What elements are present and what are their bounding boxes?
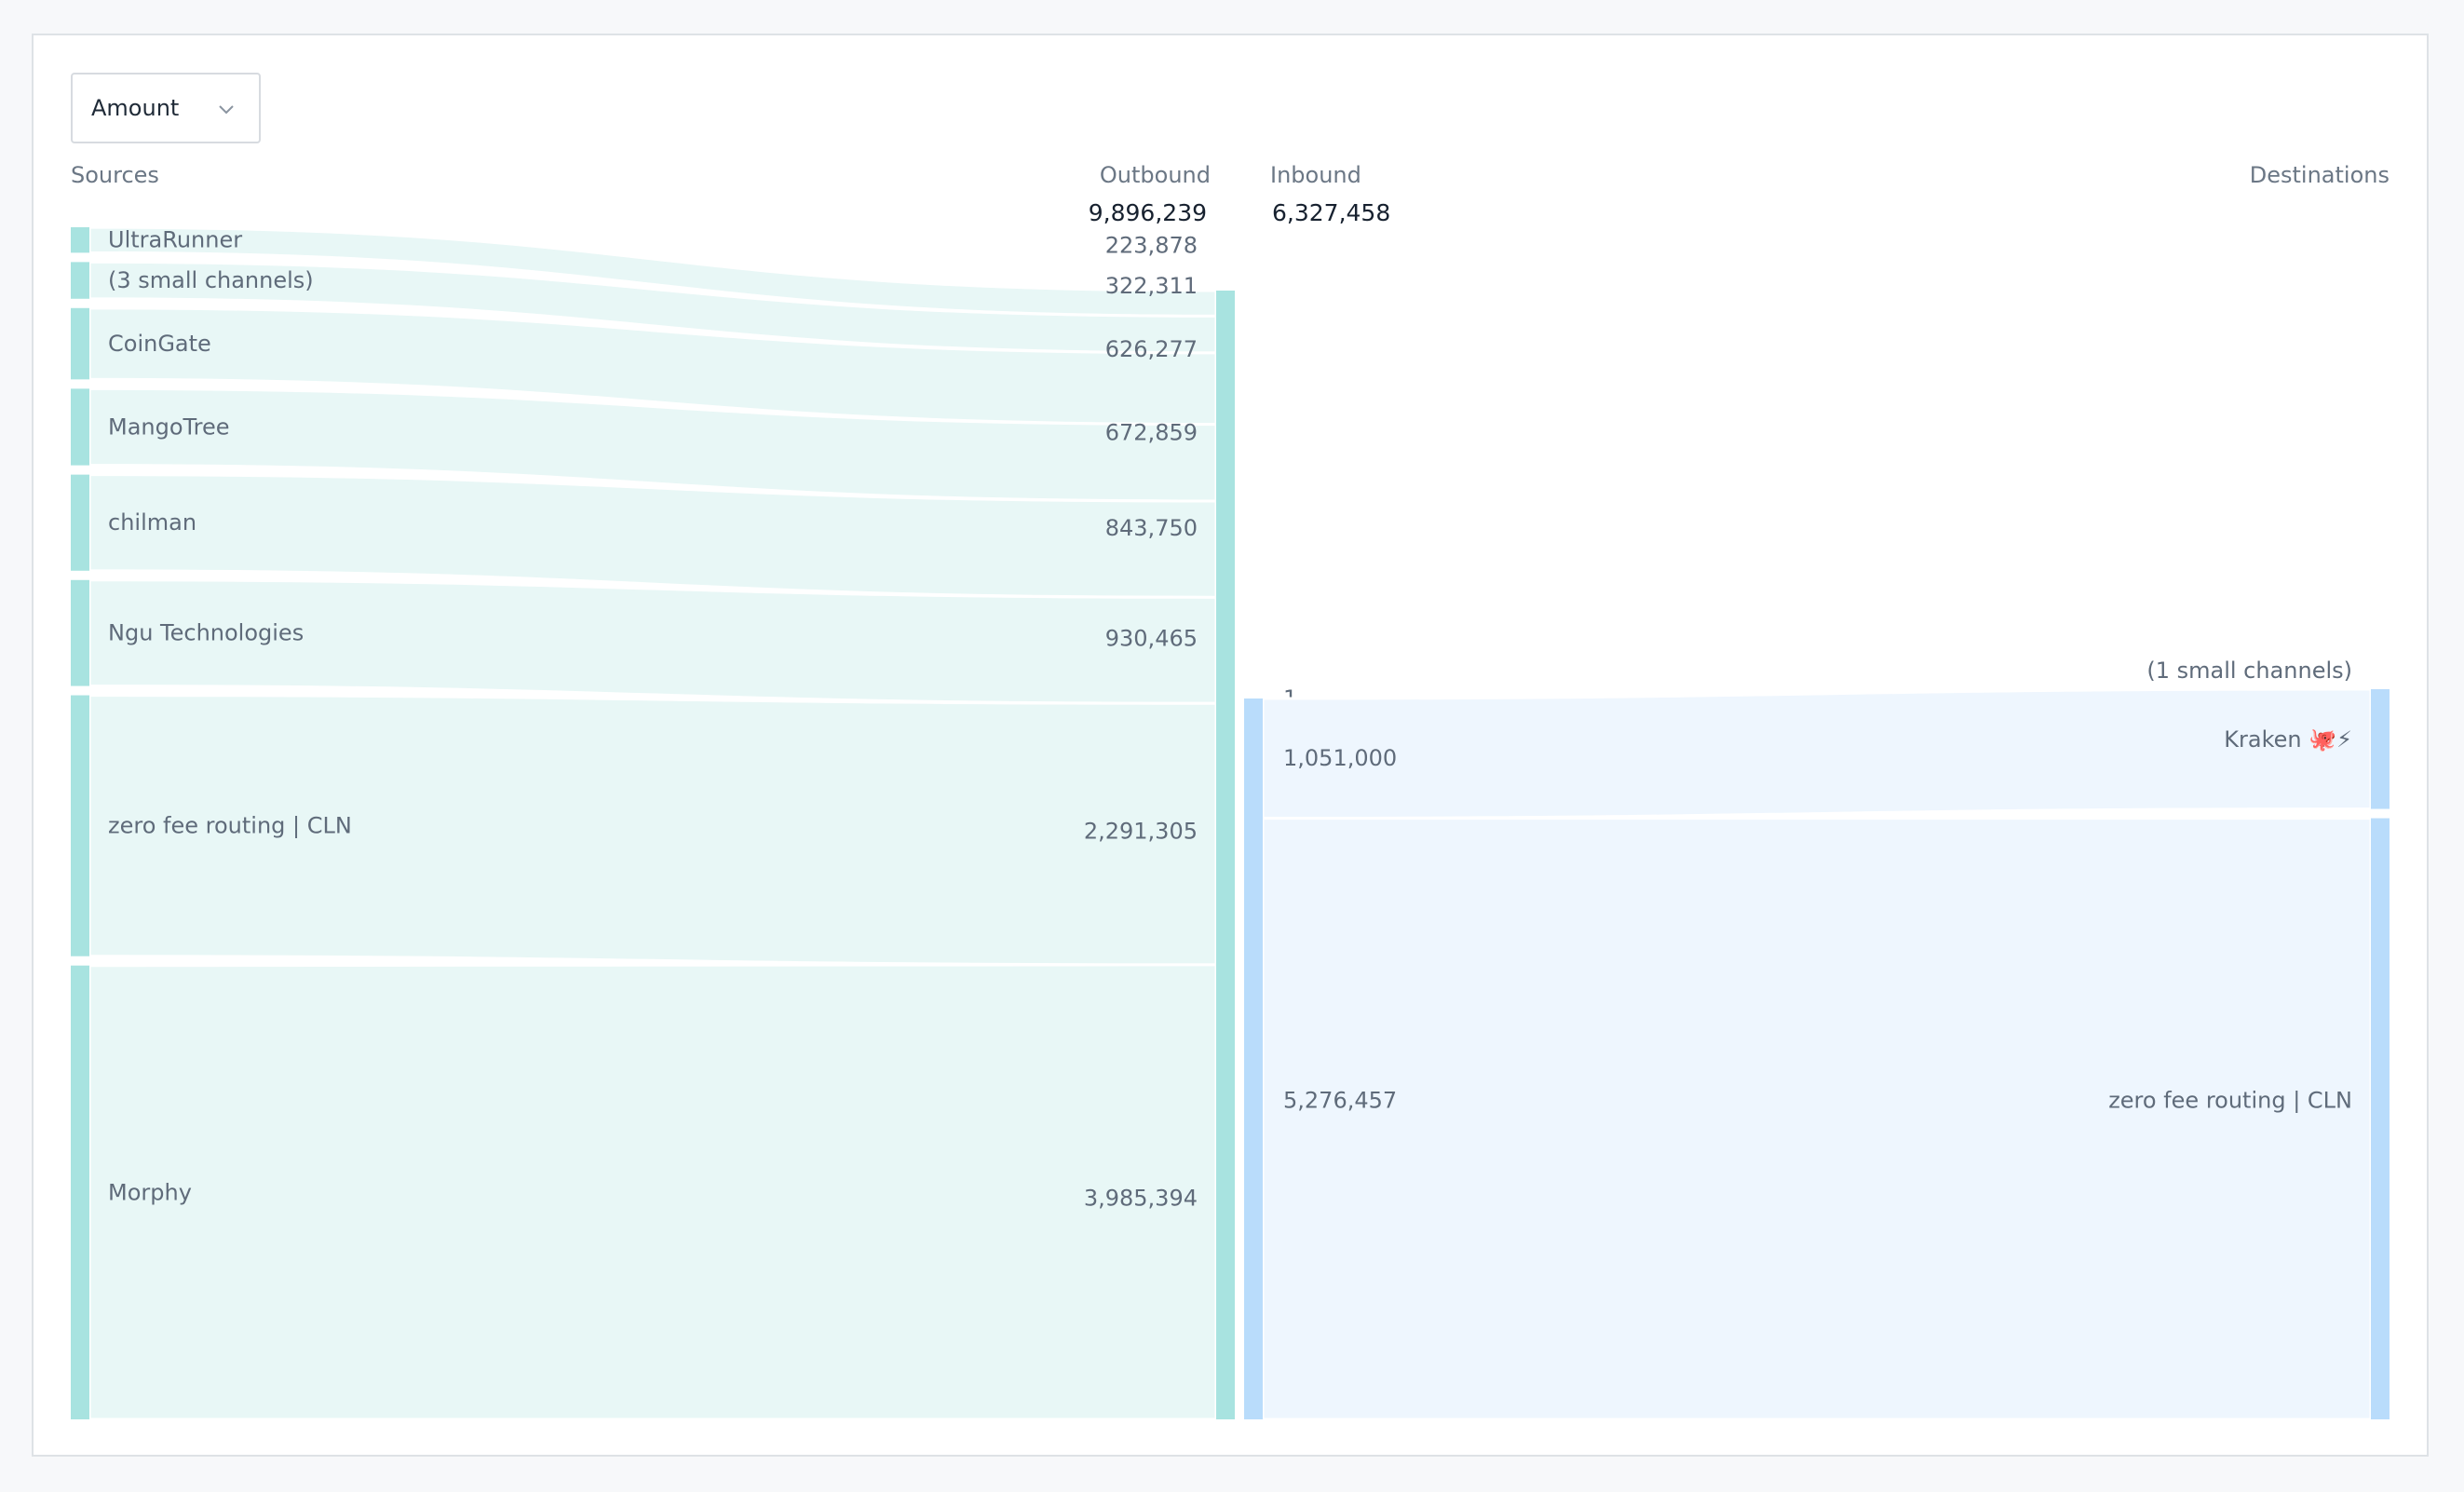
destination-value-zero-fee-routing-cln: 5,276,457 — [1283, 1087, 1397, 1113]
outbound-total: 9,896,239 — [1088, 199, 1207, 226]
source-node-mangotree — [71, 388, 89, 466]
outbound-node — [1216, 291, 1235, 1419]
flow-kraken — [1261, 687, 2373, 821]
chevron-down-icon — [219, 105, 234, 115]
source-label-ultrarunner: UltraRunner — [108, 227, 242, 253]
metric-select[interactable]: Amount — [71, 73, 261, 143]
source-label-ngu-technologies: Ngu Technologies — [108, 620, 304, 646]
source-label-mangotree: MangoTree — [108, 414, 230, 440]
source-value-chilman: 843,750 — [1105, 515, 1198, 541]
destination-label-kraken: Kraken 🐙⚡ — [2224, 726, 2352, 753]
source-node-morphy — [71, 965, 89, 1419]
source-value-coingate: 626,277 — [1105, 336, 1198, 362]
source-value-ngu-technologies: 930,465 — [1105, 626, 1198, 652]
inbound-node — [1244, 699, 1263, 1419]
outbound-header: Outbound — [1099, 162, 1211, 188]
source-value-zero-fee-routing-cln: 2,291,305 — [1084, 819, 1198, 845]
destination-value-kraken: 1,051,000 — [1283, 745, 1397, 771]
inbound-total: 6,327,458 — [1272, 199, 1391, 226]
source-node-coingate — [71, 307, 89, 380]
destination-node-kraken — [2371, 689, 2390, 809]
source-label-morphy: Morphy — [108, 1179, 192, 1205]
destination-label-1-small-channels: (1 small channels) — [2146, 658, 2352, 684]
source-label-coingate: CoinGate — [108, 331, 211, 357]
source-value-3-small-channels: 322,311 — [1105, 273, 1198, 299]
source-label-chilman: chilman — [108, 509, 196, 536]
source-node-3-small-channels — [71, 262, 89, 299]
source-value-mangotree: 672,859 — [1105, 419, 1198, 445]
sources-header: Sources — [71, 162, 159, 188]
flow-morphy — [88, 963, 1218, 1421]
inbound-header: Inbound — [1270, 162, 1361, 188]
source-node-ultrarunner — [71, 227, 89, 253]
source-node-zero-fee-routing-cln — [71, 695, 89, 956]
source-value-ultrarunner: 223,878 — [1105, 233, 1198, 259]
destinations-header: Destinations — [2249, 162, 2390, 188]
source-node-ngu-technologies — [71, 579, 89, 686]
source-label-zero-fee-routing-cln: zero fee routing | CLN — [108, 813, 352, 839]
metric-select-value: Amount — [91, 95, 180, 121]
destination-label-zero-fee-routing-cln: zero fee routing | CLN — [2108, 1087, 2352, 1113]
source-value-morphy: 3,985,394 — [1084, 1185, 1198, 1211]
source-label-3-small-channels: (3 small channels) — [108, 267, 314, 293]
destination-node-zero-fee-routing-cln — [2371, 818, 2390, 1419]
source-node-chilman — [71, 474, 89, 571]
flow-zero-fee-routing-cln — [1261, 817, 2373, 1421]
